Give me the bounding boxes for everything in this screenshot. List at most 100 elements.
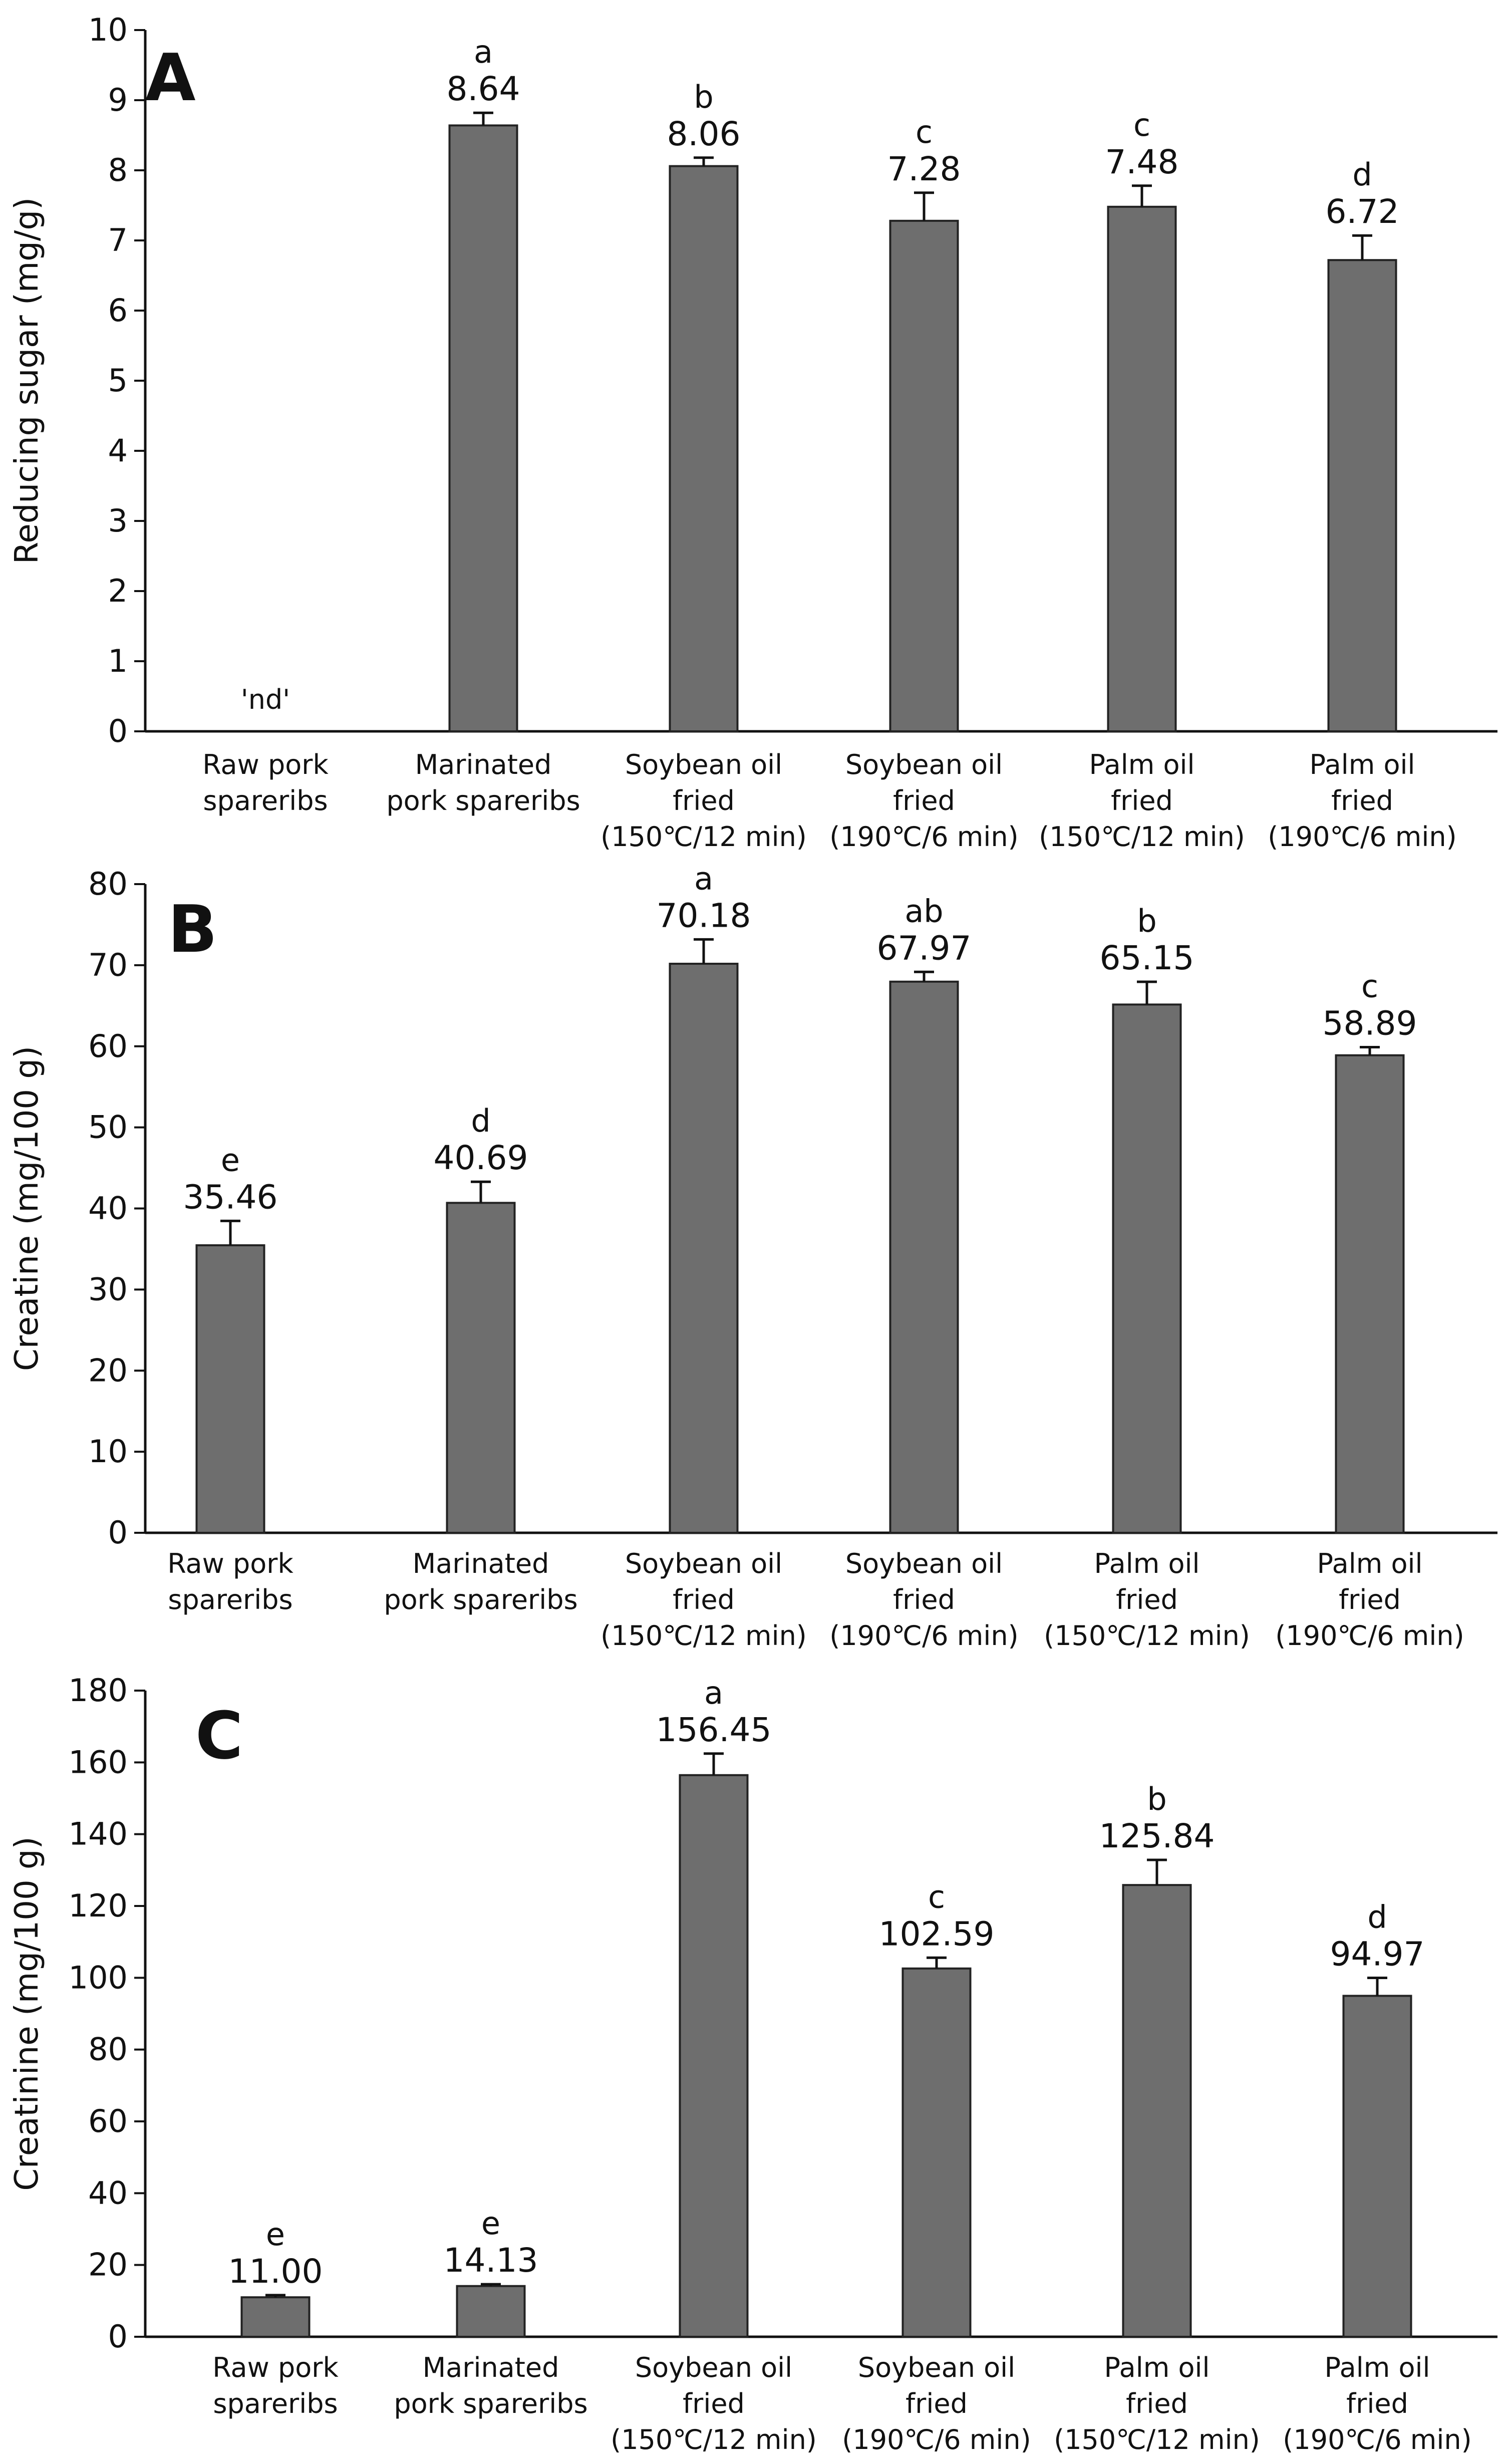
nd-annotation: 'nd'	[241, 684, 290, 715]
y-axis-title: Creatinine (mg/100 g)	[9, 1836, 46, 2191]
y-tick-label: 100	[69, 1959, 128, 1996]
panel-letter: B	[168, 891, 217, 967]
x-tick-label: (190℃/6 min)	[1283, 2424, 1471, 2455]
x-tick-label: Raw pork	[202, 749, 329, 780]
y-tick-label: 3	[108, 502, 128, 539]
y-tick-label: 40	[88, 2174, 128, 2211]
y-tick-label: 80	[88, 866, 128, 902]
x-tick-label: Soybean oil	[845, 1548, 1003, 1579]
x-tick-label: Palm oil	[1317, 1548, 1422, 1579]
bar	[446, 1202, 516, 1534]
data-label: 58.89	[1323, 1004, 1417, 1043]
x-tick-label: Palm oil	[1089, 749, 1194, 780]
bar	[1342, 1995, 1412, 2338]
x-tick-label: (190℃/6 min)	[1275, 1620, 1464, 1652]
x-tick-label: (190℃/6 min)	[842, 2424, 1031, 2455]
x-tick-label: Palm oil	[1324, 2352, 1430, 2383]
x-tick-label: fried	[905, 2388, 968, 2419]
panel-letter: C	[195, 1698, 243, 1774]
x-tick-label: Palm oil	[1094, 1548, 1199, 1579]
y-tick-label: 5	[108, 362, 128, 399]
bar	[240, 2296, 311, 2338]
y-tick-label: 10	[88, 12, 128, 48]
y-tick-label: 160	[69, 1744, 128, 1780]
bar	[669, 165, 739, 733]
bar	[1107, 205, 1177, 732]
bar	[1122, 1884, 1192, 2338]
y-tick-label: 2	[108, 573, 128, 609]
data-label: 125.84	[1099, 1817, 1215, 1855]
x-tick-label: pork spareribs	[394, 2388, 587, 2419]
significance-letter: b	[1137, 903, 1156, 939]
x-tick-label: Soybean oil	[635, 2352, 792, 2383]
bar	[889, 980, 959, 1534]
data-label: 7.28	[887, 150, 961, 188]
x-tick-label: Raw pork	[167, 1548, 293, 1579]
significance-letter: d	[1367, 1899, 1387, 1936]
x-tick-label: (150℃/12 min)	[1044, 1620, 1250, 1652]
x-tick-label: fried	[673, 1584, 735, 1615]
significance-letter: ab	[904, 893, 943, 929]
data-label: 8.06	[667, 115, 741, 153]
x-tick-label: (150℃/12 min)	[611, 2424, 817, 2455]
data-label: 8.64	[447, 70, 520, 108]
bar	[456, 2285, 526, 2338]
y-tick-label: 60	[88, 2103, 128, 2139]
y-tick-label: 4	[108, 432, 128, 469]
x-tick-label: (190℃/6 min)	[829, 821, 1018, 853]
y-axis-title: Reducing sugar (mg/g)	[9, 197, 46, 564]
significance-letter: c	[928, 1878, 945, 1915]
x-tick-label: spareribs	[168, 1584, 292, 1615]
x-tick-label: fried	[893, 785, 955, 816]
bar	[1112, 1003, 1182, 1534]
bar	[679, 1774, 749, 2338]
data-label: 156.45	[656, 1711, 772, 1749]
x-tick-label: fried	[893, 1584, 955, 1615]
data-label: 11.00	[228, 2252, 323, 2291]
x-tick-label: Marinated	[423, 2352, 559, 2383]
y-tick-label: 6	[108, 292, 128, 329]
chart-panel-a: A 0 1 2 3 4 5 6 7 8 9 10 Reducing sugar (mg/g) Raw po…	[9, 12, 1497, 853]
y-tick-label: 180	[69, 1672, 128, 1709]
x-tick-label: fried	[1339, 1584, 1401, 1615]
x-tick-label: spareribs	[203, 785, 328, 816]
significance-letter: a	[704, 1675, 723, 1711]
y-tick-label: 0	[108, 2318, 128, 2355]
data-label: 102.59	[879, 1914, 995, 1953]
y-tick-label: 60	[88, 1028, 128, 1064]
bar	[889, 219, 959, 732]
significance-letter: e	[266, 2216, 285, 2253]
significance-letter: e	[221, 1142, 240, 1178]
y-axis-title: Creatine (mg/100 g)	[9, 1046, 46, 1371]
x-tick-label: Palm oil	[1104, 2352, 1209, 2383]
y-tick-label: 8	[108, 152, 128, 188]
y-tick-label: 80	[88, 2031, 128, 2068]
x-tick-label: Palm oil	[1309, 749, 1415, 780]
data-label: 70.18	[657, 896, 751, 935]
significance-letter: d	[471, 1103, 490, 1139]
data-label: 67.97	[877, 929, 972, 967]
x-tick-label: (190℃/6 min)	[829, 1620, 1018, 1652]
y-tick-label: 7	[108, 222, 128, 258]
y-tick-label: 20	[88, 2247, 128, 2283]
x-tick-label: (190℃/6 min)	[1268, 821, 1456, 853]
y-tick-label: 40	[88, 1190, 128, 1227]
significance-letter: a	[474, 34, 493, 70]
y-tick-label: 1	[108, 643, 128, 679]
data-label: 65.15	[1100, 939, 1194, 977]
bar	[901, 1967, 972, 2338]
data-label: 35.46	[183, 1178, 278, 1216]
x-tick-label: fried	[1116, 1584, 1178, 1615]
y-tick-label: 140	[69, 1816, 128, 1852]
x-tick-label: Soybean oil	[625, 749, 782, 780]
y-tick-label: 50	[88, 1109, 128, 1146]
data-label: 6.72	[1326, 192, 1399, 231]
x-tick-label: Raw pork	[212, 2352, 339, 2383]
bar	[1327, 259, 1397, 732]
x-tick-label: fried	[673, 785, 735, 816]
y-tick-label: 70	[88, 947, 128, 983]
x-tick-label: pork spareribs	[384, 1584, 577, 1615]
significance-letter: d	[1352, 156, 1372, 193]
bar	[195, 1244, 265, 1534]
data-label: 94.97	[1330, 1935, 1425, 1974]
